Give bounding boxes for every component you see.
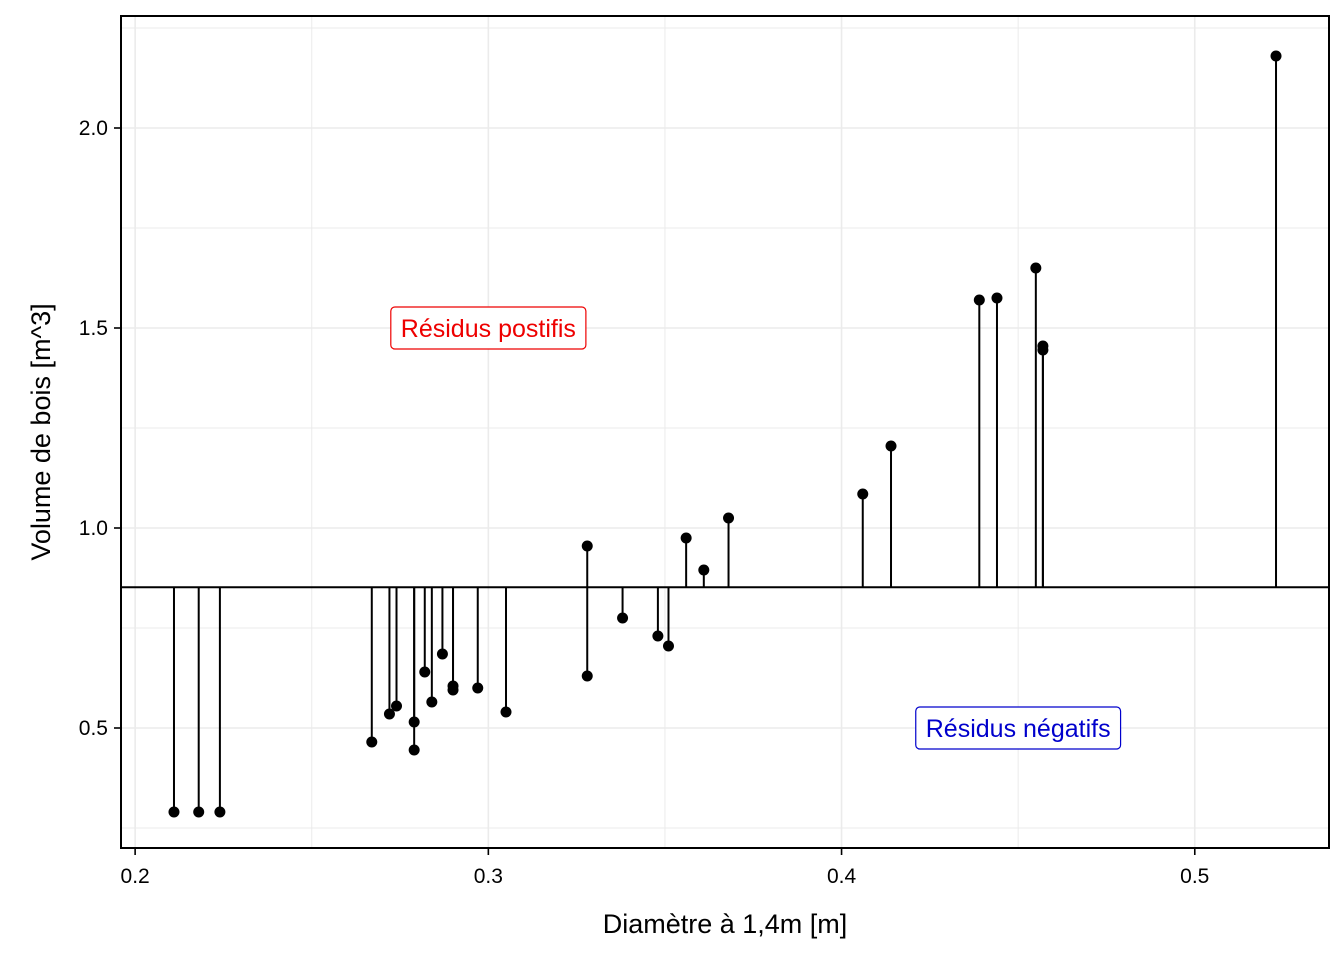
data-point — [391, 700, 403, 712]
annotation-text: Résidus postifis — [401, 315, 576, 343]
data-point — [408, 744, 420, 756]
data-point — [581, 670, 593, 682]
data-point — [1037, 344, 1049, 356]
data-point — [723, 512, 735, 524]
x-axis-ticks: 0.2 0.3 0.4 0.5 — [121, 848, 1209, 888]
grid — [121, 16, 1329, 848]
data-point — [383, 708, 395, 720]
data-point — [680, 532, 692, 544]
data-point — [652, 630, 664, 642]
x-tick-label: 0.3 — [474, 865, 503, 888]
data-point — [447, 680, 459, 692]
data-point — [662, 640, 674, 652]
data-point — [214, 806, 226, 818]
x-tick-label: 0.5 — [1180, 865, 1209, 888]
annotation-text: Résidus négatifs — [926, 715, 1111, 743]
data-point — [500, 706, 512, 718]
plot-panel-border — [120, 15, 1330, 849]
annotation-box — [915, 706, 1122, 750]
data-point — [973, 294, 985, 306]
y-tick-label: 0.5 — [79, 717, 108, 740]
data-point — [366, 736, 378, 748]
data-point — [419, 666, 431, 678]
data-point — [426, 696, 438, 708]
annotations: Résidus postifis Résidus négatifs — [390, 306, 1122, 750]
y-tick-label: 1.0 — [79, 517, 108, 540]
annotation-box — [390, 306, 587, 350]
data-point — [168, 806, 180, 818]
x-axis-title: Diamètre à 1,4m [m] — [603, 909, 848, 939]
x-tick-label: 0.2 — [121, 865, 150, 888]
data-point — [1270, 50, 1282, 62]
data-point — [472, 682, 484, 694]
data-point — [885, 440, 897, 452]
data-point — [857, 488, 869, 500]
x-tick-label: 0.4 — [827, 865, 857, 888]
y-tick-label: 1.5 — [79, 317, 108, 340]
annotation-label: Résidus postifis — [390, 306, 587, 350]
data-point — [617, 612, 629, 624]
y-tick-label: 2.0 — [79, 117, 108, 140]
y-axis-ticks: 0.5 1.0 1.5 2.0 — [79, 117, 121, 740]
annotation-label: Résidus négatifs — [915, 706, 1122, 750]
data-point — [1030, 262, 1042, 274]
data-point — [436, 648, 448, 660]
data-point — [698, 564, 710, 576]
residual-segments — [172, 56, 1278, 812]
data-point — [581, 540, 593, 552]
data-point — [991, 292, 1003, 304]
y-axis-title: Volume de bois [m^3] — [26, 303, 56, 560]
data-point — [193, 806, 205, 818]
data-point — [408, 716, 420, 728]
data-points — [168, 50, 1282, 818]
